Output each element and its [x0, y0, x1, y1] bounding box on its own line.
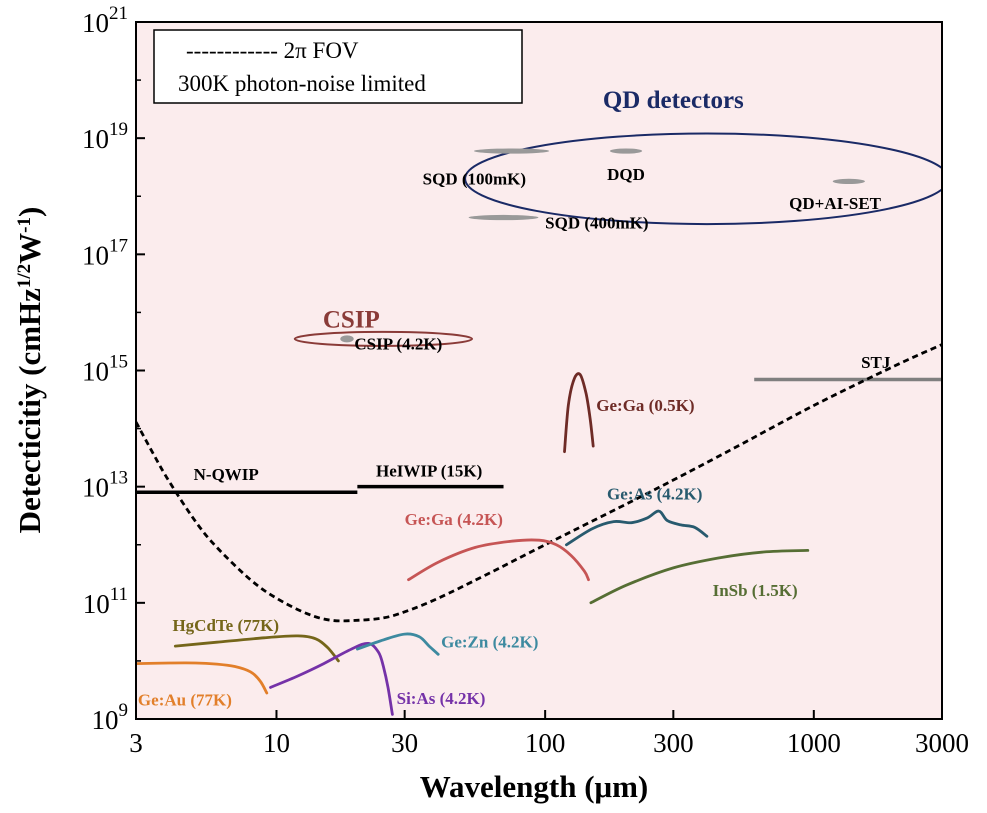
y-tick-label-11: 1011: [83, 584, 128, 619]
x-tick-label-1000: 1000: [787, 728, 841, 758]
heiwip-15k-label: HeIWIP (15K): [376, 461, 482, 480]
ge-as-4-2k-curve: [565, 509, 709, 547]
legend-entry-fov: ------------ 2π FOV: [186, 38, 359, 63]
dqd-label: DQD: [607, 165, 645, 184]
legend-entry-limit: 300K photon-noise limited: [178, 71, 426, 96]
legend: ------------ 2π FOV 300K photon-noise li…: [153, 29, 523, 104]
y-tick-label-17: 1017: [82, 235, 128, 270]
sqd-100mk-label: SQD (100mK): [423, 169, 526, 188]
x-tick-label-3: 3: [129, 728, 143, 758]
y-axis-title: Detecticitiy (cmHz1/2W-1): [12, 207, 47, 534]
y-axis-title-mid: W: [12, 233, 47, 264]
y-tick-label-19: 1019: [82, 119, 128, 154]
hgcdte-77k-label: HgCdTe (77K): [172, 616, 279, 635]
axes: 3 10 30 100 300 1000 3000 109 1011 1013 1015 1017 10…: [82, 3, 969, 758]
y-axis-title-sup2: -1: [14, 217, 35, 233]
plot-background: [136, 22, 942, 719]
ge-ga-4-2k-label: Ge:Ga (4.2K): [405, 510, 503, 529]
sqd-100mk-marker: [473, 148, 550, 154]
si-as-4-2k-curve: [269, 641, 394, 716]
x-tick-label-3000: 3000: [915, 728, 969, 758]
csip-title: CSIP: [323, 306, 380, 333]
y-tick-label-13: 1013: [82, 468, 128, 503]
y-axis-title-end: ): [12, 207, 47, 217]
ge-au-77k-curve: [136, 661, 269, 695]
y-tick-label-9: 109: [92, 700, 129, 735]
sqd-400mk-marker: [468, 214, 539, 221]
insb-1-5k-curve: [589, 549, 810, 605]
x-tick-label-10: 10: [263, 728, 290, 758]
ge-au-77k-label: Ge:Au (77K): [138, 691, 232, 710]
ge-as-4-2k-label: Ge:As (4.2K): [607, 485, 702, 504]
ge-zn-4-2k-curve: [356, 632, 440, 656]
qd-al-set-label: QD+AI-SET: [789, 194, 882, 213]
n-qwip-label: N-QWIP: [194, 465, 259, 484]
csip-ellipse: [293, 330, 474, 347]
qd-detectors-ellipse: [464, 132, 942, 226]
legend-box: [153, 29, 523, 104]
y-axis-title-main: Detecticitiy (cmHz: [12, 288, 47, 534]
photon-noise-limit-curve: [136, 343, 942, 623]
qd-al-set-marker: [832, 178, 865, 185]
ge-ga-0-5k-curve: [563, 372, 595, 454]
sqd-400mk-label: SQD (400mK): [545, 213, 648, 232]
insb-1-5k-label: InSb (1.5K): [713, 581, 798, 600]
y-axis-title-sup1: 1/2: [14, 264, 35, 288]
hgcdte-77k-curve: [173, 634, 340, 663]
dqd-marker: [609, 148, 643, 154]
stj-label: STJ: [861, 353, 891, 372]
x-tick-label-100: 100: [525, 728, 566, 758]
csip-4-2k-marker: [340, 335, 354, 343]
x-tick-label-30: 30: [391, 728, 418, 758]
si-as-4-2k-label: Si:As (4.2K): [397, 689, 486, 708]
ge-ga-0-5k-label: Ge:Ga (0.5K): [596, 396, 694, 415]
ge-zn-4-2k-label: Ge:Zn (4.2K): [441, 633, 538, 652]
x-axis-title: Wavelength (μm): [420, 769, 649, 804]
y-tick-label-15: 1015: [82, 352, 128, 387]
ge-ga-4-2k-curve: [407, 538, 590, 582]
plot-content: QD detectors CSIP SQD (100mK) DQD QD+AI-SET S…: [136, 87, 942, 716]
y-tick-label-21: 1021: [82, 3, 128, 38]
qd-detectors-title: QD detectors: [603, 87, 744, 114]
csip-4-2k-label: CSIP (4.2K): [354, 334, 442, 353]
x-tick-label-300: 300: [653, 728, 694, 758]
